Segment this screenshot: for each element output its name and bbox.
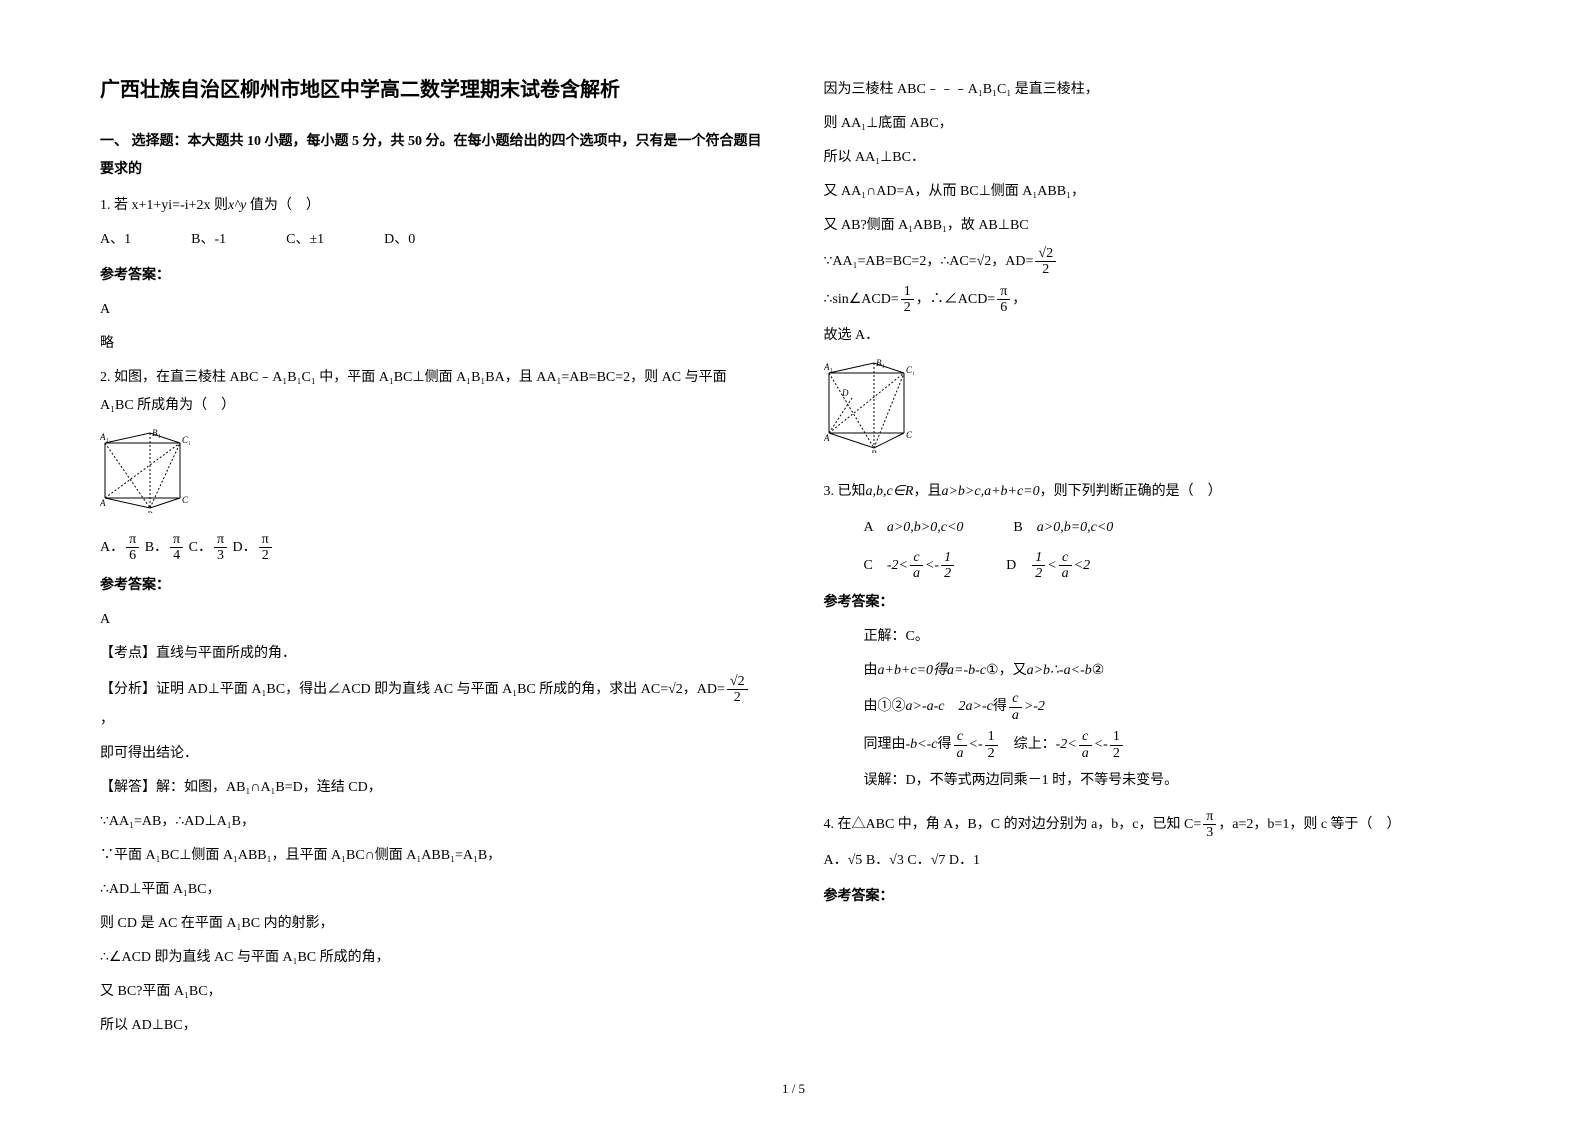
q2-answer-label: 参考答案：	[100, 572, 764, 600]
q2-options: A．π6 B．π4 C．π3 D．π2	[100, 532, 764, 564]
right-column: 因为三棱柱 ABC﹣﹣﹣A₁B₁C₁ 是直三棱柱， 则 AA₁⊥底面 ABC， …	[824, 70, 1488, 1030]
q2-fenxi4: 即可得出结论．	[100, 740, 764, 768]
col2-line4: 又 AA₁∩AD=A，从而 BC⊥侧面 A₁ABB₁，	[824, 178, 1488, 206]
col2-line8: 故选 A．	[824, 322, 1488, 350]
q1-answer: A	[100, 296, 764, 324]
q3-text: 3. 已知a,b,c∈R，且a>b>c,a+b+c=0，则下列判断正确的是（ ）	[824, 478, 1488, 506]
q2-figure2: A₁ C₁ B₁ A C B D	[824, 358, 1488, 464]
q1-options: A、1 B、-1 C、±1 D、0	[100, 226, 764, 254]
svg-text:A: A	[100, 498, 106, 508]
svg-text:B₁: B₁	[876, 358, 885, 368]
q2-line4: 则 CD 是 AC 在平面 A₁BC 内的射影，	[100, 910, 764, 938]
q1-text: 1. 若 x+1+yi=-i+2x 则x^y 值为（ ）	[100, 192, 764, 220]
q4-answer-label: 参考答案：	[824, 883, 1488, 911]
q1-answer-label: 参考答案：	[100, 262, 764, 290]
col2-line2: 则 AA₁⊥底面 ABC，	[824, 110, 1488, 138]
svg-text:A₁: A₁	[100, 432, 109, 442]
q4-text: 4. 在△ABC 中，角 A，B，C 的对边分别为 a，b，c，已知 C=π3，…	[824, 809, 1488, 841]
q3-answer-label: 参考答案：	[824, 589, 1488, 617]
q1-optB: B、-1	[191, 226, 226, 254]
col2-line6: ∵AA₁=AB=BC=2，∴AC=√2，AD=√22	[824, 246, 1488, 278]
q2-jieda: 【解答】解：如图，AB₁∩A₁B=D，连结 CD，	[100, 774, 764, 802]
col2-line7: ∴sin∠ACD=12，∴∠ACD=π6，	[824, 284, 1488, 316]
svg-text:C₁: C₁	[906, 365, 914, 375]
q3-ans2: 由a+b+c=0得a=-b-c①，又a>b∴-a<-b②	[864, 657, 1488, 685]
q3-ans4: 同理由-b<-c得ca<-12 综上：-2<ca<-12	[864, 729, 1488, 761]
col2-line5: 又 AB?侧面 A₁ABB₁，故 AB⊥BC	[824, 212, 1488, 240]
q2-line5: ∴∠ACD 即为直线 AC 与平面 A₁BC 所成的角，	[100, 944, 764, 972]
page-number: 1 / 5	[782, 1081, 805, 1097]
q2-line1: ∵AA₁=AB，∴AD⊥A₁B，	[100, 808, 764, 836]
q2-line3: ∴AD⊥平面 A₁BC，	[100, 876, 764, 904]
section-header: 一、 选择题：本大题共 10 小题，每小题 5 分，共 50 分。在每小题给出的…	[100, 128, 764, 184]
q2-fenxi: 【分析】证明 AD⊥平面 A₁BC，得出∠ACD 即为直线 AC 与平面 A₁B…	[100, 674, 764, 734]
q3-ans5: 误解：D，不等式两边同乘－1 时，不等号未变号。	[864, 767, 1488, 795]
svg-text:A₁: A₁	[824, 362, 833, 372]
q2-text: 2. 如图，在直三棱柱 ABC﹣A₁B₁C₁ 中，平面 A₁BC⊥侧面 A₁B₁…	[100, 364, 764, 420]
q2-kaodian: 【考点】直线与平面所成的角．	[100, 640, 764, 668]
page-title: 广西壮族自治区柳州市地区中学高二数学理期末试卷含解析	[100, 70, 764, 110]
q3-ans3: 由①②a>-a-c 2a>-c得ca>-2	[864, 691, 1488, 723]
svg-text:C: C	[182, 495, 189, 505]
q2-line6: 又 BC?平面 A₁BC，	[100, 978, 764, 1006]
q2-line7: 所以 AD⊥BC，	[100, 1012, 764, 1040]
left-column: 广西壮族自治区柳州市地区中学高二数学理期末试卷含解析 一、 选择题：本大题共 1…	[100, 70, 764, 1030]
col2-line3: 所以 AA₁⊥BC．	[824, 144, 1488, 172]
q1-optD: D、0	[384, 226, 415, 254]
svg-text:A: A	[824, 433, 830, 443]
q2-figure: A₁ C₁ B₁ A C B	[100, 428, 764, 524]
q3-ans1: 正解：C。	[864, 623, 1488, 651]
svg-text:B₁: B₁	[152, 428, 161, 438]
q1-optC: C、±1	[286, 226, 324, 254]
q1-optA: A、1	[100, 226, 131, 254]
col2-line1: 因为三棱柱 ABC﹣﹣﹣A₁B₁C₁ 是直三棱柱，	[824, 76, 1488, 104]
svg-text:C₁: C₁	[182, 435, 190, 445]
svg-text:D: D	[841, 388, 849, 398]
svg-text:B: B	[871, 449, 877, 453]
svg-text:C: C	[906, 430, 913, 440]
q4-options: A．√5 B．√3 C．√7 D．1	[824, 847, 1488, 875]
q2-answer: A	[100, 606, 764, 634]
q1-answer2: 略	[100, 330, 764, 358]
svg-text:B: B	[147, 510, 153, 513]
q3-options: A a>0,b>0,c<0 B a>0,b=0,c<0 C -2<ca<-12 …	[864, 514, 1488, 582]
q2-line2: ∵平面 A₁BC⊥侧面 A₁ABB₁，且平面 A₁BC∩侧面 A₁ABB₁=A₁…	[100, 842, 764, 870]
